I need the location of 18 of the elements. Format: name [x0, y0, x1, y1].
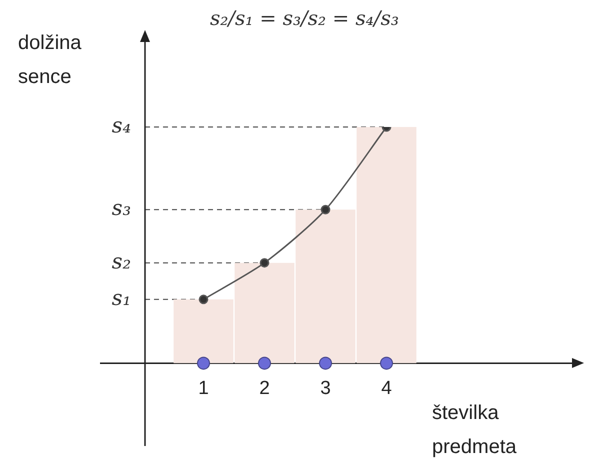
ref-line-label: s₄	[112, 113, 131, 138]
point	[320, 204, 330, 214]
ref-line-label: s₁	[112, 286, 131, 310]
x-tick-label: 1	[198, 378, 209, 399]
point	[197, 356, 210, 370]
point	[380, 356, 393, 370]
point	[258, 356, 271, 370]
point	[198, 294, 208, 304]
ref-line-label: s₃	[112, 196, 131, 220]
chart-title: s₂/s₁ = s₃/s₂ = s₄/s₃	[210, 6, 399, 30]
x-axis-title: številka predmeta	[432, 401, 518, 460]
x-tick-label: 3	[320, 378, 331, 399]
x-tick-label: 4	[381, 378, 392, 399]
ref-line-label: s₂	[112, 249, 131, 274]
x-tick-label: 2	[259, 378, 270, 399]
point	[260, 258, 270, 268]
point	[319, 356, 332, 370]
y-axis-title: dolžina sence	[18, 31, 82, 90]
